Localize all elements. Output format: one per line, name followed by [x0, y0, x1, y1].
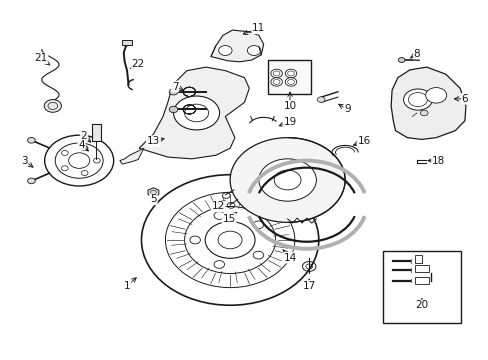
Text: 21: 21: [34, 53, 47, 63]
Text: 7: 7: [171, 81, 178, 91]
Circle shape: [420, 110, 427, 116]
Text: 9: 9: [344, 104, 350, 114]
Text: 13: 13: [146, 136, 160, 146]
Text: 3: 3: [20, 156, 27, 166]
Text: 12: 12: [211, 202, 224, 211]
Text: 11: 11: [252, 23, 265, 33]
Circle shape: [27, 178, 35, 184]
Text: 17: 17: [302, 281, 315, 291]
Circle shape: [27, 138, 35, 143]
Circle shape: [247, 46, 260, 55]
Text: 4: 4: [78, 140, 85, 150]
Bar: [414, 255, 421, 263]
Bar: [122, 40, 132, 45]
Circle shape: [317, 97, 325, 102]
Bar: [383, 251, 460, 323]
Text: 18: 18: [431, 156, 444, 166]
Bar: [92, 123, 101, 141]
Circle shape: [398, 58, 404, 63]
Circle shape: [44, 100, 61, 112]
Bar: [414, 265, 428, 272]
Polygon shape: [390, 67, 465, 139]
Text: 8: 8: [413, 49, 420, 59]
Circle shape: [230, 138, 345, 222]
Circle shape: [403, 89, 431, 110]
Circle shape: [173, 96, 219, 130]
Text: 15: 15: [222, 214, 235, 224]
Text: 5: 5: [150, 194, 157, 204]
Text: 6: 6: [461, 94, 468, 104]
Circle shape: [218, 46, 232, 55]
Circle shape: [425, 87, 446, 103]
Text: 10: 10: [283, 101, 296, 111]
Text: 22: 22: [131, 59, 144, 68]
Circle shape: [285, 78, 296, 86]
Polygon shape: [139, 67, 249, 159]
Bar: [268, 60, 310, 94]
Text: 16: 16: [357, 136, 370, 146]
Circle shape: [270, 69, 282, 78]
Circle shape: [169, 106, 178, 113]
Polygon shape: [148, 188, 159, 197]
Circle shape: [258, 159, 316, 201]
Text: 19: 19: [283, 117, 296, 127]
Polygon shape: [210, 30, 263, 62]
Text: 1: 1: [123, 281, 130, 291]
Text: 14: 14: [283, 253, 296, 262]
Circle shape: [169, 89, 178, 95]
Circle shape: [270, 78, 282, 86]
Circle shape: [285, 69, 296, 78]
Bar: [414, 277, 428, 284]
Polygon shape: [120, 148, 143, 164]
Text: 2: 2: [81, 131, 87, 141]
Text: 20: 20: [414, 300, 427, 310]
